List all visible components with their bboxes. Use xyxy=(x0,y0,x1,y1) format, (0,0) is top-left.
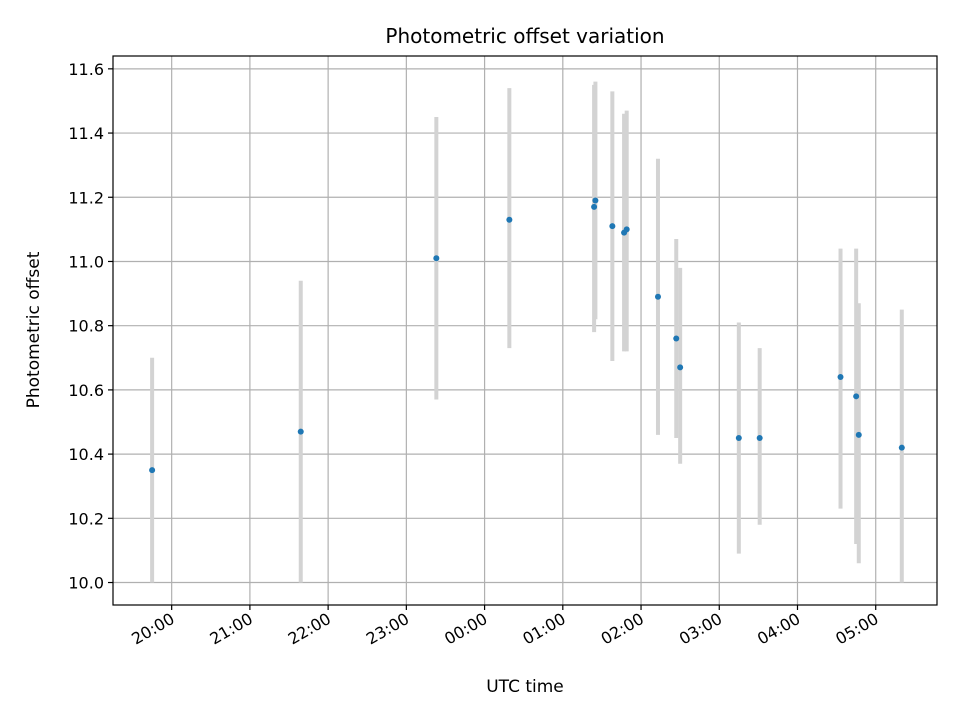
x-tick-label: 22:00 xyxy=(285,609,334,649)
x-tick-label: 03:00 xyxy=(676,609,725,649)
data-point xyxy=(654,293,661,300)
data-point xyxy=(433,255,440,262)
x-tick-label: 21:00 xyxy=(206,609,255,649)
plot-background xyxy=(113,56,937,605)
y-tick-label: 10.8 xyxy=(68,317,104,336)
y-tick-label: 10.2 xyxy=(68,509,104,528)
y-axis-ticks: 10.0 10.2 10.4 10.6 10.8 11.0 11.2 11.4 11.6 xyxy=(68,60,113,593)
y-tick-label: 11.4 xyxy=(68,124,104,143)
grid xyxy=(113,56,937,605)
data-point xyxy=(837,374,844,381)
x-tick-label: 04:00 xyxy=(754,609,803,649)
data-point xyxy=(735,435,742,442)
y-tick-label: 11.6 xyxy=(68,60,104,79)
y-tick-label: 10.6 xyxy=(68,381,104,400)
y-tick-label: 11.2 xyxy=(68,188,104,207)
data-point xyxy=(756,435,763,442)
data-point xyxy=(623,226,630,233)
data-point xyxy=(609,223,616,230)
y-tick-label: 10.0 xyxy=(68,574,104,593)
data-point xyxy=(297,428,304,435)
chart-title: Photometric offset variation xyxy=(385,24,664,48)
x-axis-ticks: 20:00 21:00 22:00 23:00 00:00 01:00 02:00 03:00… xyxy=(128,605,882,649)
data-point xyxy=(149,467,156,474)
data-point xyxy=(853,393,860,400)
data-point xyxy=(506,216,513,223)
y-axis-title: Photometric offset xyxy=(24,251,44,408)
x-tick-label: 05:00 xyxy=(832,609,881,649)
data-point xyxy=(677,364,684,371)
x-tick-label: 00:00 xyxy=(441,609,490,649)
x-tick-label: 02:00 xyxy=(598,609,647,649)
x-tick-label: 01:00 xyxy=(519,609,568,649)
plot-frame xyxy=(112,55,938,606)
data-point xyxy=(673,335,680,342)
data-point xyxy=(591,203,598,210)
data-point xyxy=(855,431,862,438)
x-tick-label: 20:00 xyxy=(128,609,177,649)
y-tick-label: 11.0 xyxy=(68,252,104,271)
data-points xyxy=(149,197,905,474)
x-tick-label: 23:00 xyxy=(363,609,412,649)
x-axis-title: UTC time xyxy=(486,677,564,697)
data-point xyxy=(898,444,905,451)
data-point xyxy=(592,197,599,204)
y-tick-label: 10.4 xyxy=(68,445,104,464)
